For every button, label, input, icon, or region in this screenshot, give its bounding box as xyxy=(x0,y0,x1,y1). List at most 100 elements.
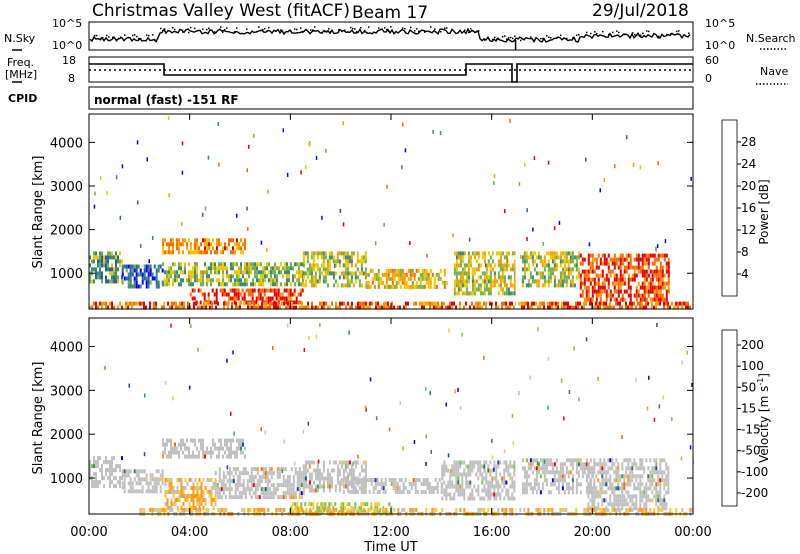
scatter-cell xyxy=(149,264,152,269)
scatter-cell xyxy=(253,301,255,306)
scatter-cell xyxy=(182,278,184,283)
scatter-cell xyxy=(513,279,516,284)
scatter-cell xyxy=(180,278,182,283)
scatter-cell xyxy=(161,507,164,512)
scatter-cell xyxy=(276,274,278,279)
scatter-cell xyxy=(501,263,504,268)
scatter-cell xyxy=(495,251,498,256)
scatter-cell xyxy=(535,271,538,276)
scatter-cell xyxy=(318,251,321,256)
scatter-cell xyxy=(330,468,333,473)
noise-search-point xyxy=(206,28,208,31)
scatter-cell xyxy=(489,283,492,288)
scatter-cell xyxy=(290,262,292,267)
scatter-cell xyxy=(477,283,480,288)
scatter-cell xyxy=(193,288,196,293)
scatter-cell xyxy=(212,246,214,251)
scatter-cell xyxy=(667,478,670,483)
scatter-cell xyxy=(457,476,460,481)
scatter-cell xyxy=(111,472,113,477)
scatter-cell xyxy=(669,305,671,310)
scatter-cell xyxy=(653,507,656,512)
scatter-cell xyxy=(296,487,299,492)
scatter-cell xyxy=(459,464,462,469)
scatter-cell xyxy=(186,438,188,443)
scatter-cell xyxy=(539,275,542,280)
scatter-cell xyxy=(587,494,590,499)
scatter-cell xyxy=(497,507,500,512)
scatter-cell xyxy=(334,502,337,507)
colorbar-tick-label: -15 xyxy=(741,423,761,437)
scatter-cell xyxy=(224,450,226,455)
noise-search-point xyxy=(360,26,362,29)
scatter-cell xyxy=(184,266,186,271)
scatter-cell xyxy=(378,482,381,486)
scatter-cell xyxy=(485,492,488,497)
scatter-cell xyxy=(607,478,610,483)
scatter-cell xyxy=(521,490,524,495)
scatter-cell xyxy=(190,242,192,247)
scatter-cell xyxy=(147,280,150,285)
scatter-cell xyxy=(91,259,93,264)
scatter-cell xyxy=(509,301,511,306)
noise-search-point xyxy=(402,27,404,29)
scatter-cell xyxy=(316,476,319,481)
scatter-cell xyxy=(565,466,568,471)
scatter-cell xyxy=(653,297,656,302)
scatter-cell xyxy=(495,279,498,284)
scatter-cell xyxy=(273,301,275,306)
scatter-cell xyxy=(497,291,500,296)
scatter-cell xyxy=(407,276,410,281)
scatter-cell xyxy=(250,483,253,488)
scatter-cell xyxy=(251,305,253,310)
scatter-cell xyxy=(447,492,450,497)
scatter-cell xyxy=(166,250,168,255)
scatter-cell xyxy=(455,251,458,256)
scatter-cell xyxy=(195,507,198,512)
scatter-cell xyxy=(487,484,490,489)
scatter-cell xyxy=(473,251,476,256)
scatter-cell xyxy=(328,251,331,256)
scatter-cell xyxy=(186,246,188,251)
scatter-cell xyxy=(415,268,418,273)
scatter-cell xyxy=(663,297,666,302)
scatter-cell xyxy=(601,466,604,471)
scatter-cell xyxy=(121,164,124,169)
scatter-cell xyxy=(200,502,203,506)
scatter-cell xyxy=(383,507,386,512)
scatter-cell xyxy=(419,301,421,306)
freq-left-tick-top: 18 xyxy=(62,54,76,67)
scatter-cell xyxy=(250,270,252,275)
scatter-cell xyxy=(216,266,218,271)
scatter-cell xyxy=(97,484,99,489)
scatter-cell xyxy=(310,502,313,507)
scatter-cell xyxy=(629,297,632,302)
scatter-cell xyxy=(109,460,111,465)
scatter-cell xyxy=(246,487,249,492)
scatter-cell xyxy=(226,465,229,470)
scatter-cell xyxy=(350,255,353,260)
scatter-cell xyxy=(172,238,174,243)
scatter-cell xyxy=(282,479,285,484)
scatter-cell xyxy=(455,468,458,473)
scatter-cell xyxy=(543,279,546,284)
noise-right-tick-bottom: 10^0 xyxy=(705,39,735,52)
scatter-cell xyxy=(246,278,248,283)
scatter-cell xyxy=(111,456,113,461)
scatter-cell xyxy=(411,280,414,285)
scatter-cell xyxy=(477,464,480,469)
scatter-cell xyxy=(103,460,105,465)
scatter-cell xyxy=(278,475,281,480)
scatter-cell xyxy=(583,297,586,302)
scatter-cell xyxy=(617,257,620,262)
scatter-cell xyxy=(384,482,387,486)
scatter-cell xyxy=(211,301,213,306)
scatter-cell xyxy=(579,466,582,471)
scatter-cell xyxy=(250,467,253,472)
scatter-cell xyxy=(512,441,515,446)
scatter-cell xyxy=(625,135,628,140)
scatter-cell xyxy=(279,507,282,512)
scatter-cell xyxy=(627,502,630,507)
scatter-cell xyxy=(95,267,97,272)
scatter-cell xyxy=(129,477,132,482)
